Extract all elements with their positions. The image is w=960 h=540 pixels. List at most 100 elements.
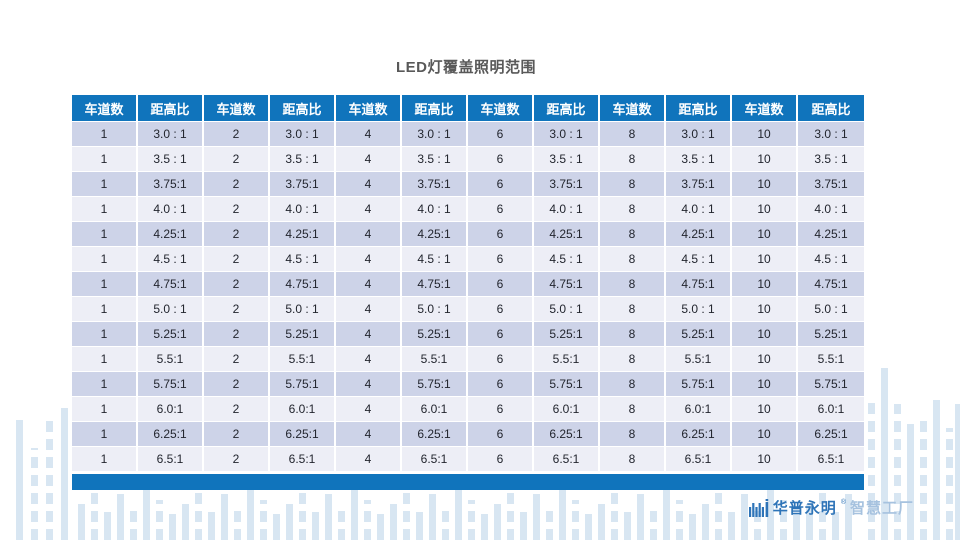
page-title: LED灯覆盖照明范围 [395, 59, 536, 76]
table-row: 1 4.75:1 2 4.75:1 4 4.75:1 6 4.75:1 8 4.75:1 10 4.7… [72, 272, 864, 297]
ratio-cell: 4.0 : 1 [138, 197, 204, 222]
ratio-cell: 6.0:1 [666, 397, 732, 422]
lane-count-cell: 2 [204, 397, 270, 422]
ratio-cell: 5.25:1 [138, 322, 204, 347]
deco-bar [16, 420, 23, 540]
lane-count-cell: 1 [72, 447, 138, 472]
lane-count-cell: 2 [204, 322, 270, 347]
deco-bar [728, 512, 735, 540]
ratio-cell: 3.0 : 1 [138, 122, 204, 147]
ratio-cell: 6.5:1 [666, 447, 732, 472]
ratio-cell: 5.0 : 1 [666, 297, 732, 322]
ratio-cell: 4.75:1 [534, 272, 600, 297]
lane-count-cell: 1 [72, 347, 138, 372]
lane-count-cell: 2 [204, 222, 270, 247]
lane-count-cell: 10 [732, 122, 798, 147]
lane-count-cell: 4 [336, 447, 402, 472]
lane-count-cell: 4 [336, 172, 402, 197]
deco-bar [299, 490, 306, 540]
column-header: 距高比 [534, 95, 600, 122]
deco-bar [650, 508, 657, 540]
deco-bar [702, 504, 709, 540]
lane-count-cell: 4 [336, 197, 402, 222]
ratio-cell: 5.0 : 1 [270, 297, 336, 322]
deco-bar [61, 408, 68, 540]
ratio-cell: 3.5 : 1 [270, 147, 336, 172]
ratio-cell: 4.25:1 [402, 222, 468, 247]
lane-count-cell: 6 [468, 122, 534, 147]
ratio-cell: 3.75:1 [666, 172, 732, 197]
lane-count-cell: 2 [204, 447, 270, 472]
lane-count-cell: 6 [468, 272, 534, 297]
lane-count-cell: 6 [468, 422, 534, 447]
deco-bar [624, 512, 631, 540]
lane-count-cell: 6 [468, 222, 534, 247]
ratio-cell: 6.25:1 [534, 422, 600, 447]
ratio-cell: 4.5 : 1 [402, 247, 468, 272]
column-header: 车道数 [204, 95, 270, 122]
brand-name: 华普永明 [772, 500, 837, 517]
lane-count-cell: 2 [204, 147, 270, 172]
deco-bar [894, 404, 901, 540]
ratio-cell: 5.5:1 [666, 347, 732, 372]
deco-bar [715, 490, 722, 540]
table-header-row: 车道数 距高比 车道数 距高比 车道数 距高比 车道数 距高比 车道数 距高比 车道数 距高比 [72, 95, 864, 122]
deco-bar [286, 504, 293, 540]
deco-bar [933, 400, 940, 540]
deco-bar [169, 514, 176, 540]
ratio-cell: 4.75:1 [138, 272, 204, 297]
ratio-cell: 5.5:1 [138, 347, 204, 372]
lane-count-cell: 10 [732, 297, 798, 322]
lane-count-cell: 10 [732, 222, 798, 247]
deco-bar [377, 514, 384, 540]
lane-count-cell: 2 [204, 347, 270, 372]
lane-count-cell: 10 [732, 322, 798, 347]
column-header: 距高比 [666, 95, 732, 122]
ratio-cell: 4.25:1 [138, 222, 204, 247]
ratio-cell: 4.25:1 [666, 222, 732, 247]
lane-count-cell: 6 [468, 297, 534, 322]
table-row: 1 3.75:1 2 3.75:1 4 3.75:1 6 3.75:1 8 3.75:1 10 3.7… [72, 172, 864, 197]
ratio-cell: 3.0 : 1 [534, 122, 600, 147]
lane-count-cell: 8 [600, 322, 666, 347]
ratio-cell: 3.0 : 1 [666, 122, 732, 147]
ratio-cell: 4.25:1 [270, 222, 336, 247]
deco-bar [46, 414, 53, 540]
table-row: 1 4.5 : 1 2 4.5 : 1 4 4.5 : 1 6 4.5 : 1 8 4.5 : 1… [72, 247, 864, 272]
lane-count-cell: 8 [600, 397, 666, 422]
table-footer-bar [72, 474, 864, 490]
ratio-cell: 5.5:1 [798, 347, 864, 372]
deco-bar [260, 500, 267, 540]
ratio-cell: 6.0:1 [534, 397, 600, 422]
deco-bar [403, 490, 410, 540]
lane-count-cell: 4 [336, 247, 402, 272]
lane-count-cell: 10 [732, 422, 798, 447]
lane-count-cell: 6 [468, 322, 534, 347]
lane-count-cell: 1 [72, 272, 138, 297]
ratio-cell: 5.75:1 [402, 372, 468, 397]
lane-count-cell: 4 [336, 422, 402, 447]
table-row: 1 6.0:1 2 6.0:1 4 6.0:1 6 6.0:1 8 6.0:1 10 6.0:1 [72, 397, 864, 422]
ratio-cell: 4.25:1 [534, 222, 600, 247]
ratio-cell: 3.5 : 1 [666, 147, 732, 172]
deco-bar [868, 400, 875, 540]
lane-count-cell: 4 [336, 272, 402, 297]
deco-bar [520, 512, 527, 540]
deco-bar [741, 494, 748, 540]
lane-count-cell: 4 [336, 122, 402, 147]
deco-bar [78, 504, 85, 540]
ratio-cell: 3.75:1 [270, 172, 336, 197]
table-row: 1 3.5 : 1 2 3.5 : 1 4 3.5 : 1 6 3.5 : 1 8 3.5 : 1… [72, 147, 864, 172]
ratio-cell: 5.25:1 [534, 322, 600, 347]
lane-count-cell: 1 [72, 247, 138, 272]
column-header: 距高比 [138, 95, 204, 122]
lane-count-cell: 8 [600, 222, 666, 247]
deco-bar [559, 488, 566, 540]
lane-count-cell: 10 [732, 247, 798, 272]
ratio-cell: 5.75:1 [666, 372, 732, 397]
ratio-cell: 5.75:1 [798, 372, 864, 397]
table-row: 1 5.5:1 2 5.5:1 4 5.5:1 6 5.5:1 8 5.5:1 10 5.5:1 [72, 347, 864, 372]
ratio-cell: 6.25:1 [270, 422, 336, 447]
ratio-cell: 4.75:1 [270, 272, 336, 297]
lane-count-cell: 10 [732, 147, 798, 172]
